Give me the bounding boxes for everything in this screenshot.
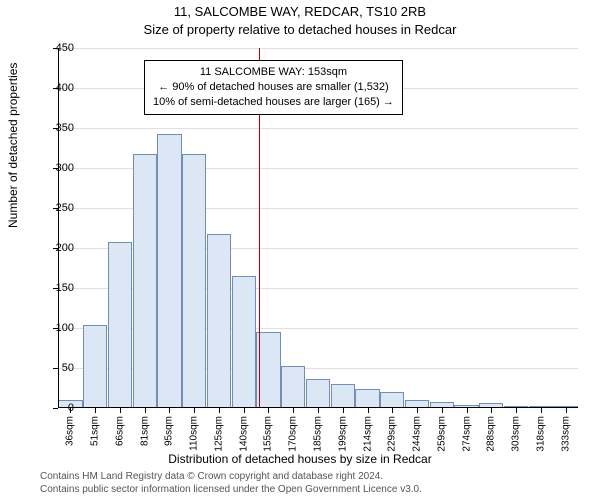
x-tick-mark bbox=[120, 408, 121, 413]
x-tick-mark bbox=[417, 408, 418, 413]
histogram-bar bbox=[133, 154, 157, 408]
histogram-bar bbox=[157, 134, 181, 408]
x-tick-label: 140sqm bbox=[238, 416, 249, 452]
y-tick-label: 400 bbox=[34, 82, 74, 94]
x-tick-label: 185sqm bbox=[313, 416, 324, 452]
x-tick-mark bbox=[442, 408, 443, 413]
x-axis-label: Distribution of detached houses by size … bbox=[0, 452, 600, 466]
grid-line bbox=[58, 48, 578, 49]
footer-line-2: Contains public sector information licen… bbox=[40, 483, 422, 496]
y-axis-line bbox=[58, 48, 59, 408]
x-tick-label: 318sqm bbox=[535, 416, 546, 452]
grid-line bbox=[58, 128, 578, 129]
chart-container: 11, SALCOMBE WAY, REDCAR, TS10 2RB Size … bbox=[0, 0, 600, 500]
x-tick-label: 303sqm bbox=[511, 416, 522, 452]
annotation-line-3: 10% of semi-detached houses are larger (… bbox=[153, 95, 394, 110]
x-tick-mark bbox=[566, 408, 567, 413]
histogram-bar bbox=[108, 242, 132, 408]
x-tick-label: 95sqm bbox=[164, 416, 175, 446]
x-tick-label: 214sqm bbox=[362, 416, 373, 452]
x-tick-mark bbox=[145, 408, 146, 413]
x-tick-label: 288sqm bbox=[486, 416, 497, 452]
title-line-1: 11, SALCOMBE WAY, REDCAR, TS10 2RB bbox=[0, 4, 600, 19]
x-tick-label: 155sqm bbox=[263, 416, 274, 452]
annotation-line-1: 11 SALCOMBE WAY: 153sqm bbox=[153, 65, 394, 80]
footer-line-1: Contains HM Land Registry data © Crown c… bbox=[40, 470, 422, 483]
annotation-line-2: ← 90% of detached houses are smaller (1,… bbox=[153, 80, 394, 95]
x-tick-label: 36sqm bbox=[65, 416, 76, 446]
histogram-bar bbox=[306, 379, 330, 408]
x-tick-label: 110sqm bbox=[189, 416, 200, 451]
x-tick-label: 170sqm bbox=[288, 416, 299, 452]
x-tick-label: 244sqm bbox=[412, 416, 423, 452]
x-tick-mark bbox=[392, 408, 393, 413]
x-tick-mark bbox=[268, 408, 269, 413]
x-tick-label: 81sqm bbox=[139, 416, 150, 446]
x-tick-label: 259sqm bbox=[436, 416, 447, 452]
x-tick-label: 51sqm bbox=[90, 416, 101, 446]
title-line-2: Size of property relative to detached ho… bbox=[0, 22, 600, 37]
histogram-bar bbox=[281, 366, 305, 408]
y-tick-label: 0 bbox=[34, 402, 74, 414]
x-tick-mark bbox=[194, 408, 195, 413]
x-tick-mark bbox=[541, 408, 542, 413]
x-tick-label: 274sqm bbox=[461, 416, 472, 452]
histogram-bar bbox=[182, 154, 206, 408]
footer-attribution: Contains HM Land Registry data © Crown c… bbox=[40, 470, 422, 496]
y-tick-label: 300 bbox=[34, 162, 74, 174]
x-tick-mark bbox=[368, 408, 369, 413]
histogram-bar bbox=[207, 234, 231, 408]
histogram-bar bbox=[256, 332, 280, 408]
y-tick-label: 50 bbox=[34, 362, 74, 374]
x-tick-mark bbox=[95, 408, 96, 413]
histogram-bar bbox=[232, 276, 256, 408]
x-tick-mark bbox=[516, 408, 517, 413]
x-axis-line bbox=[58, 407, 578, 408]
histogram-bar bbox=[380, 392, 404, 408]
x-tick-label: 66sqm bbox=[114, 416, 125, 446]
plot-area: 36sqm51sqm66sqm81sqm95sqm110sqm125sqm140… bbox=[58, 48, 578, 408]
x-tick-label: 125sqm bbox=[213, 416, 224, 452]
x-tick-mark bbox=[219, 408, 220, 413]
x-tick-mark bbox=[169, 408, 170, 413]
x-tick-mark bbox=[244, 408, 245, 413]
x-tick-mark bbox=[318, 408, 319, 413]
y-axis-label: Number of detached properties bbox=[6, 63, 20, 228]
x-tick-mark bbox=[467, 408, 468, 413]
x-tick-mark bbox=[491, 408, 492, 413]
y-tick-label: 250 bbox=[34, 202, 74, 214]
y-tick-label: 350 bbox=[34, 122, 74, 134]
y-tick-label: 200 bbox=[34, 242, 74, 254]
histogram-bar bbox=[355, 389, 379, 408]
y-tick-label: 100 bbox=[34, 322, 74, 334]
histogram-bar bbox=[331, 384, 355, 408]
x-tick-label: 229sqm bbox=[387, 416, 398, 452]
y-tick-label: 450 bbox=[34, 42, 74, 54]
histogram-bar bbox=[83, 325, 107, 408]
x-tick-mark bbox=[293, 408, 294, 413]
x-tick-label: 333sqm bbox=[560, 416, 571, 452]
x-tick-label: 199sqm bbox=[337, 416, 348, 452]
x-tick-mark bbox=[343, 408, 344, 413]
y-tick-label: 150 bbox=[34, 282, 74, 294]
annotation-box: 11 SALCOMBE WAY: 153sqm ← 90% of detache… bbox=[144, 60, 403, 115]
